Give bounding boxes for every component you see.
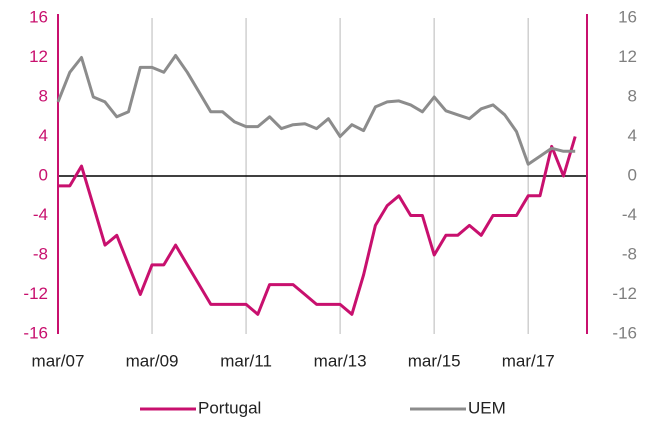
y-tick-label: -8 bbox=[33, 244, 48, 263]
y2-tick-label: 8 bbox=[628, 86, 637, 105]
x-tick-label: mar/17 bbox=[502, 351, 555, 370]
x-tick-label: mar/15 bbox=[408, 351, 461, 370]
x-tick-label: mar/13 bbox=[314, 351, 367, 370]
series-line bbox=[58, 136, 577, 316]
legend-label: UEM bbox=[468, 398, 506, 417]
y2-tick-label: 12 bbox=[618, 47, 637, 66]
legend-label: Portugal bbox=[198, 398, 261, 417]
y2-tick-label: 16 bbox=[618, 7, 637, 26]
series-line bbox=[56, 54, 576, 166]
y-tick-label: -16 bbox=[23, 323, 48, 342]
y-tick-label: 12 bbox=[29, 47, 48, 66]
y-tick-label: 8 bbox=[39, 86, 48, 105]
x-tick-label: mar/11 bbox=[220, 351, 272, 370]
y-tick-label: 0 bbox=[39, 165, 48, 184]
y2-tick-label: 4 bbox=[628, 126, 637, 145]
y-tick-label: 16 bbox=[29, 7, 48, 26]
x-tick-label: mar/09 bbox=[126, 351, 179, 370]
y2-tick-label: -12 bbox=[612, 284, 637, 303]
y2-tick-label: -8 bbox=[622, 244, 637, 263]
y2-tick-label: 0 bbox=[628, 165, 637, 184]
x-tick-label: mar/07 bbox=[32, 351, 85, 370]
y-tick-label: -4 bbox=[33, 205, 48, 224]
y2-tick-label: -16 bbox=[612, 323, 637, 342]
y-tick-label: -12 bbox=[23, 284, 48, 303]
y2-tick-label: -4 bbox=[622, 205, 637, 224]
y-tick-label: 4 bbox=[39, 126, 48, 145]
